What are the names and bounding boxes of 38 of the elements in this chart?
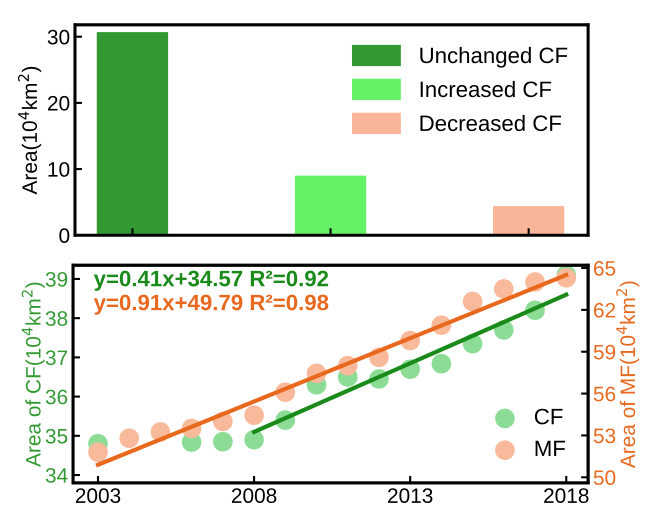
point [494,279,514,299]
legend-label: CF [534,408,563,424]
y-axis-title: Area(10$^{4}$km$^{2}$) [18,66,42,194]
legend-label: Unchanged CF [420,46,568,68]
y-tick-label: 35 [46,428,68,444]
x-tick-label: 2018 [544,488,589,504]
y-tick-label: 37 [46,350,68,366]
y-tick-label: 39 [46,272,68,287]
legend-label: Decreased CF [420,114,562,132]
y2-axis-title: Area of MF(10$^{4}$km$^{2}$) [616,281,640,468]
point [88,442,108,462]
y-tick-label: 20 [48,96,70,111]
point [119,428,140,448]
annotation: y=0.41x+34.57 R²=0.92 [94,270,328,291]
y2-tick-label: 53 [594,428,616,444]
y-tick-label: 0 [59,228,70,243]
x-tick-label: 2003 [76,488,120,504]
point [432,354,452,374]
point [244,430,264,450]
y-tick-label: 10 [48,162,70,177]
y2-tick-label: 65 [594,261,616,276]
point [213,432,233,452]
legend-label: Increased CF [420,80,552,98]
y2-tick-label: 50 [594,470,616,486]
y-tick-label: 34 [46,468,68,483]
y-tick-label: 38 [46,311,68,326]
point [244,405,264,426]
y-tick-label: 36 [46,390,68,404]
y2-tick-label: 56 [594,386,616,402]
y-tick-label: 30 [48,30,70,44]
y2-tick-label: 62 [594,302,616,318]
x-tick-label: 2013 [388,488,432,504]
y-axis-title: Area of CF(10$^{4}$km$^{2}$) [22,282,45,467]
x-tick-label: 2008 [232,488,276,504]
legend-label: MF [536,440,565,456]
annotation: y=0.91x+49.79 R²=0.98 [94,294,328,315]
y2-tick-label: 59 [594,344,616,360]
point [462,292,482,312]
